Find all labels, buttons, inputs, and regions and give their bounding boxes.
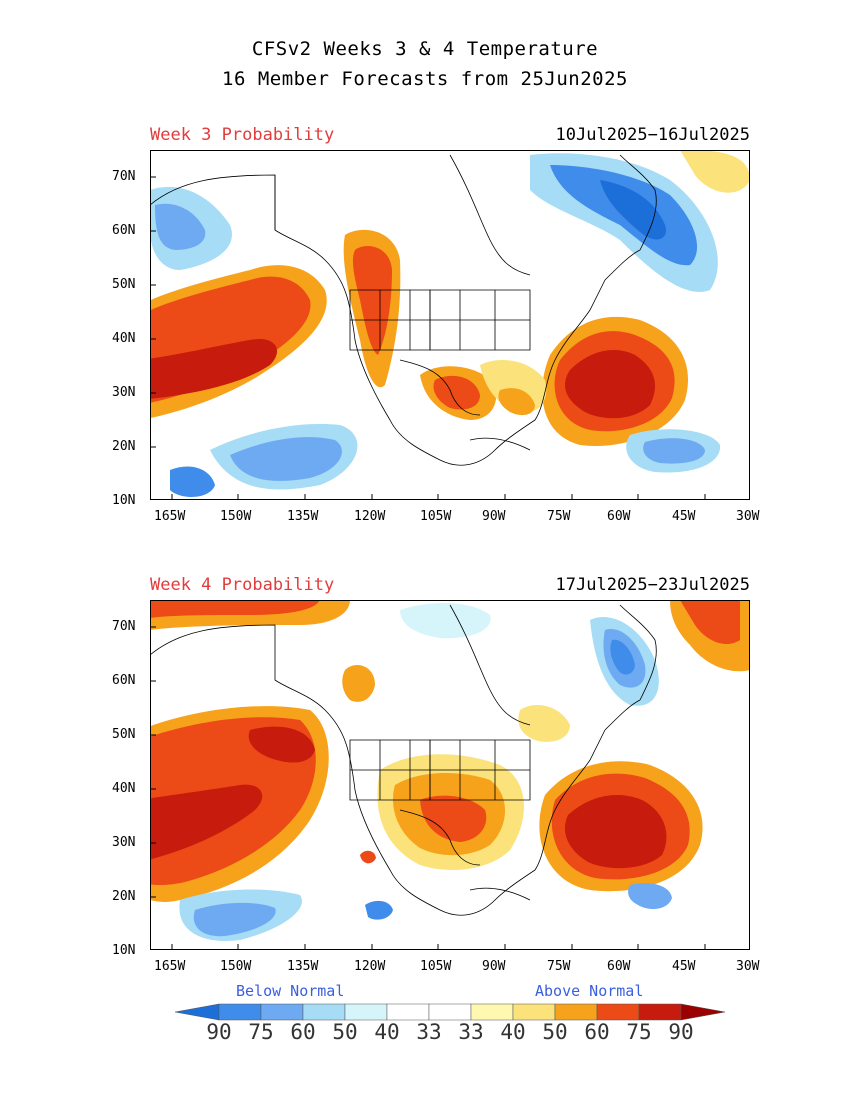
- title-line-2: 16 Member Forecasts from 25Jun2025: [222, 68, 628, 90]
- legend-value: 60: [584, 1020, 610, 1044]
- legend-values: 90 75 60 50 40 33 33 40 50 60 75 90: [175, 1020, 725, 1048]
- lat-tick: 70N: [112, 619, 136, 634]
- lat-tick: 30N: [112, 835, 136, 850]
- legend-cell-10: [596, 1003, 640, 1021]
- below-normal-label: Below Normal: [236, 982, 345, 1000]
- lon-tick: 45W: [672, 959, 696, 974]
- legend-cell-4: [344, 1003, 388, 1021]
- legend-cell-1: [218, 1003, 262, 1021]
- lat-tick: 30N: [112, 385, 136, 400]
- lon-tick: 135W: [287, 959, 319, 974]
- legend-value: 75: [626, 1020, 652, 1044]
- lon-tick: 165W: [154, 509, 186, 524]
- legend-value: 50: [332, 1020, 358, 1044]
- legend-arrow-below: [175, 1003, 220, 1021]
- lat-tick: 70N: [112, 169, 136, 184]
- legend-value: 40: [500, 1020, 526, 1044]
- legend-value: 90: [206, 1020, 232, 1044]
- lat-tick: 40N: [112, 331, 136, 346]
- legend-value: 60: [290, 1020, 316, 1044]
- legend-value: 40: [374, 1020, 400, 1044]
- legend-value: 33: [458, 1020, 484, 1044]
- color-legend-bar: [175, 1003, 725, 1021]
- legend-value: 90: [668, 1020, 694, 1044]
- lat-tick: 10N: [112, 493, 136, 508]
- legend-value: 33: [416, 1020, 442, 1044]
- lat-tick: 40N: [112, 781, 136, 796]
- lat-tick: 20N: [112, 889, 136, 904]
- legend-cell-2: [260, 1003, 304, 1021]
- lat-tick: 50N: [112, 277, 136, 292]
- panel-2-dates: 17Jul2025−23Jul2025: [555, 575, 750, 595]
- lon-tick: 30W: [736, 959, 760, 974]
- lon-tick: 45W: [672, 509, 696, 524]
- lon-tick: 165W: [154, 959, 186, 974]
- lon-tick: 135W: [287, 509, 319, 524]
- legend-arrow-above: [680, 1003, 725, 1021]
- legend-cell-5: [386, 1003, 430, 1021]
- lon-tick: 120W: [354, 509, 386, 524]
- lat-tick: 20N: [112, 439, 136, 454]
- lon-tick: 120W: [354, 959, 386, 974]
- lon-tick: 105W: [420, 959, 452, 974]
- lon-tick: 150W: [220, 509, 252, 524]
- lat-tick: 60N: [112, 223, 136, 238]
- legend-cell-3: [302, 1003, 346, 1021]
- lat-tick: 10N: [112, 943, 136, 958]
- lon-tick: 75W: [547, 959, 571, 974]
- above-normal-label: Above Normal: [535, 982, 644, 1000]
- legend-cell-8: [512, 1003, 556, 1021]
- legend-cell-9: [554, 1003, 598, 1021]
- week4-probability-map: [150, 600, 750, 950]
- lon-tick: 75W: [547, 509, 571, 524]
- title-line-1: CFSv2 Weeks 3 & 4 Temperature: [251, 38, 599, 60]
- lon-tick: 60W: [607, 509, 631, 524]
- week3-probability-map: [150, 150, 750, 500]
- legend-cell-11: [638, 1003, 682, 1021]
- lon-tick: 90W: [482, 959, 506, 974]
- lon-tick: 90W: [482, 509, 506, 524]
- panel-2-label: Week 4 Probability: [150, 575, 335, 595]
- lon-tick: 60W: [607, 959, 631, 974]
- lon-tick: 150W: [220, 959, 252, 974]
- lat-tick: 60N: [112, 673, 136, 688]
- lat-tick: 50N: [112, 727, 136, 742]
- legend-value: 50: [542, 1020, 568, 1044]
- legend-cell-6: [428, 1003, 472, 1021]
- lon-tick: 105W: [420, 509, 452, 524]
- legend-cell-7: [470, 1003, 514, 1021]
- panel-1-label: Week 3 Probability: [150, 125, 335, 145]
- lon-tick: 30W: [736, 509, 760, 524]
- legend-value: 75: [248, 1020, 274, 1044]
- panel-1-dates: 10Jul2025−16Jul2025: [555, 125, 750, 145]
